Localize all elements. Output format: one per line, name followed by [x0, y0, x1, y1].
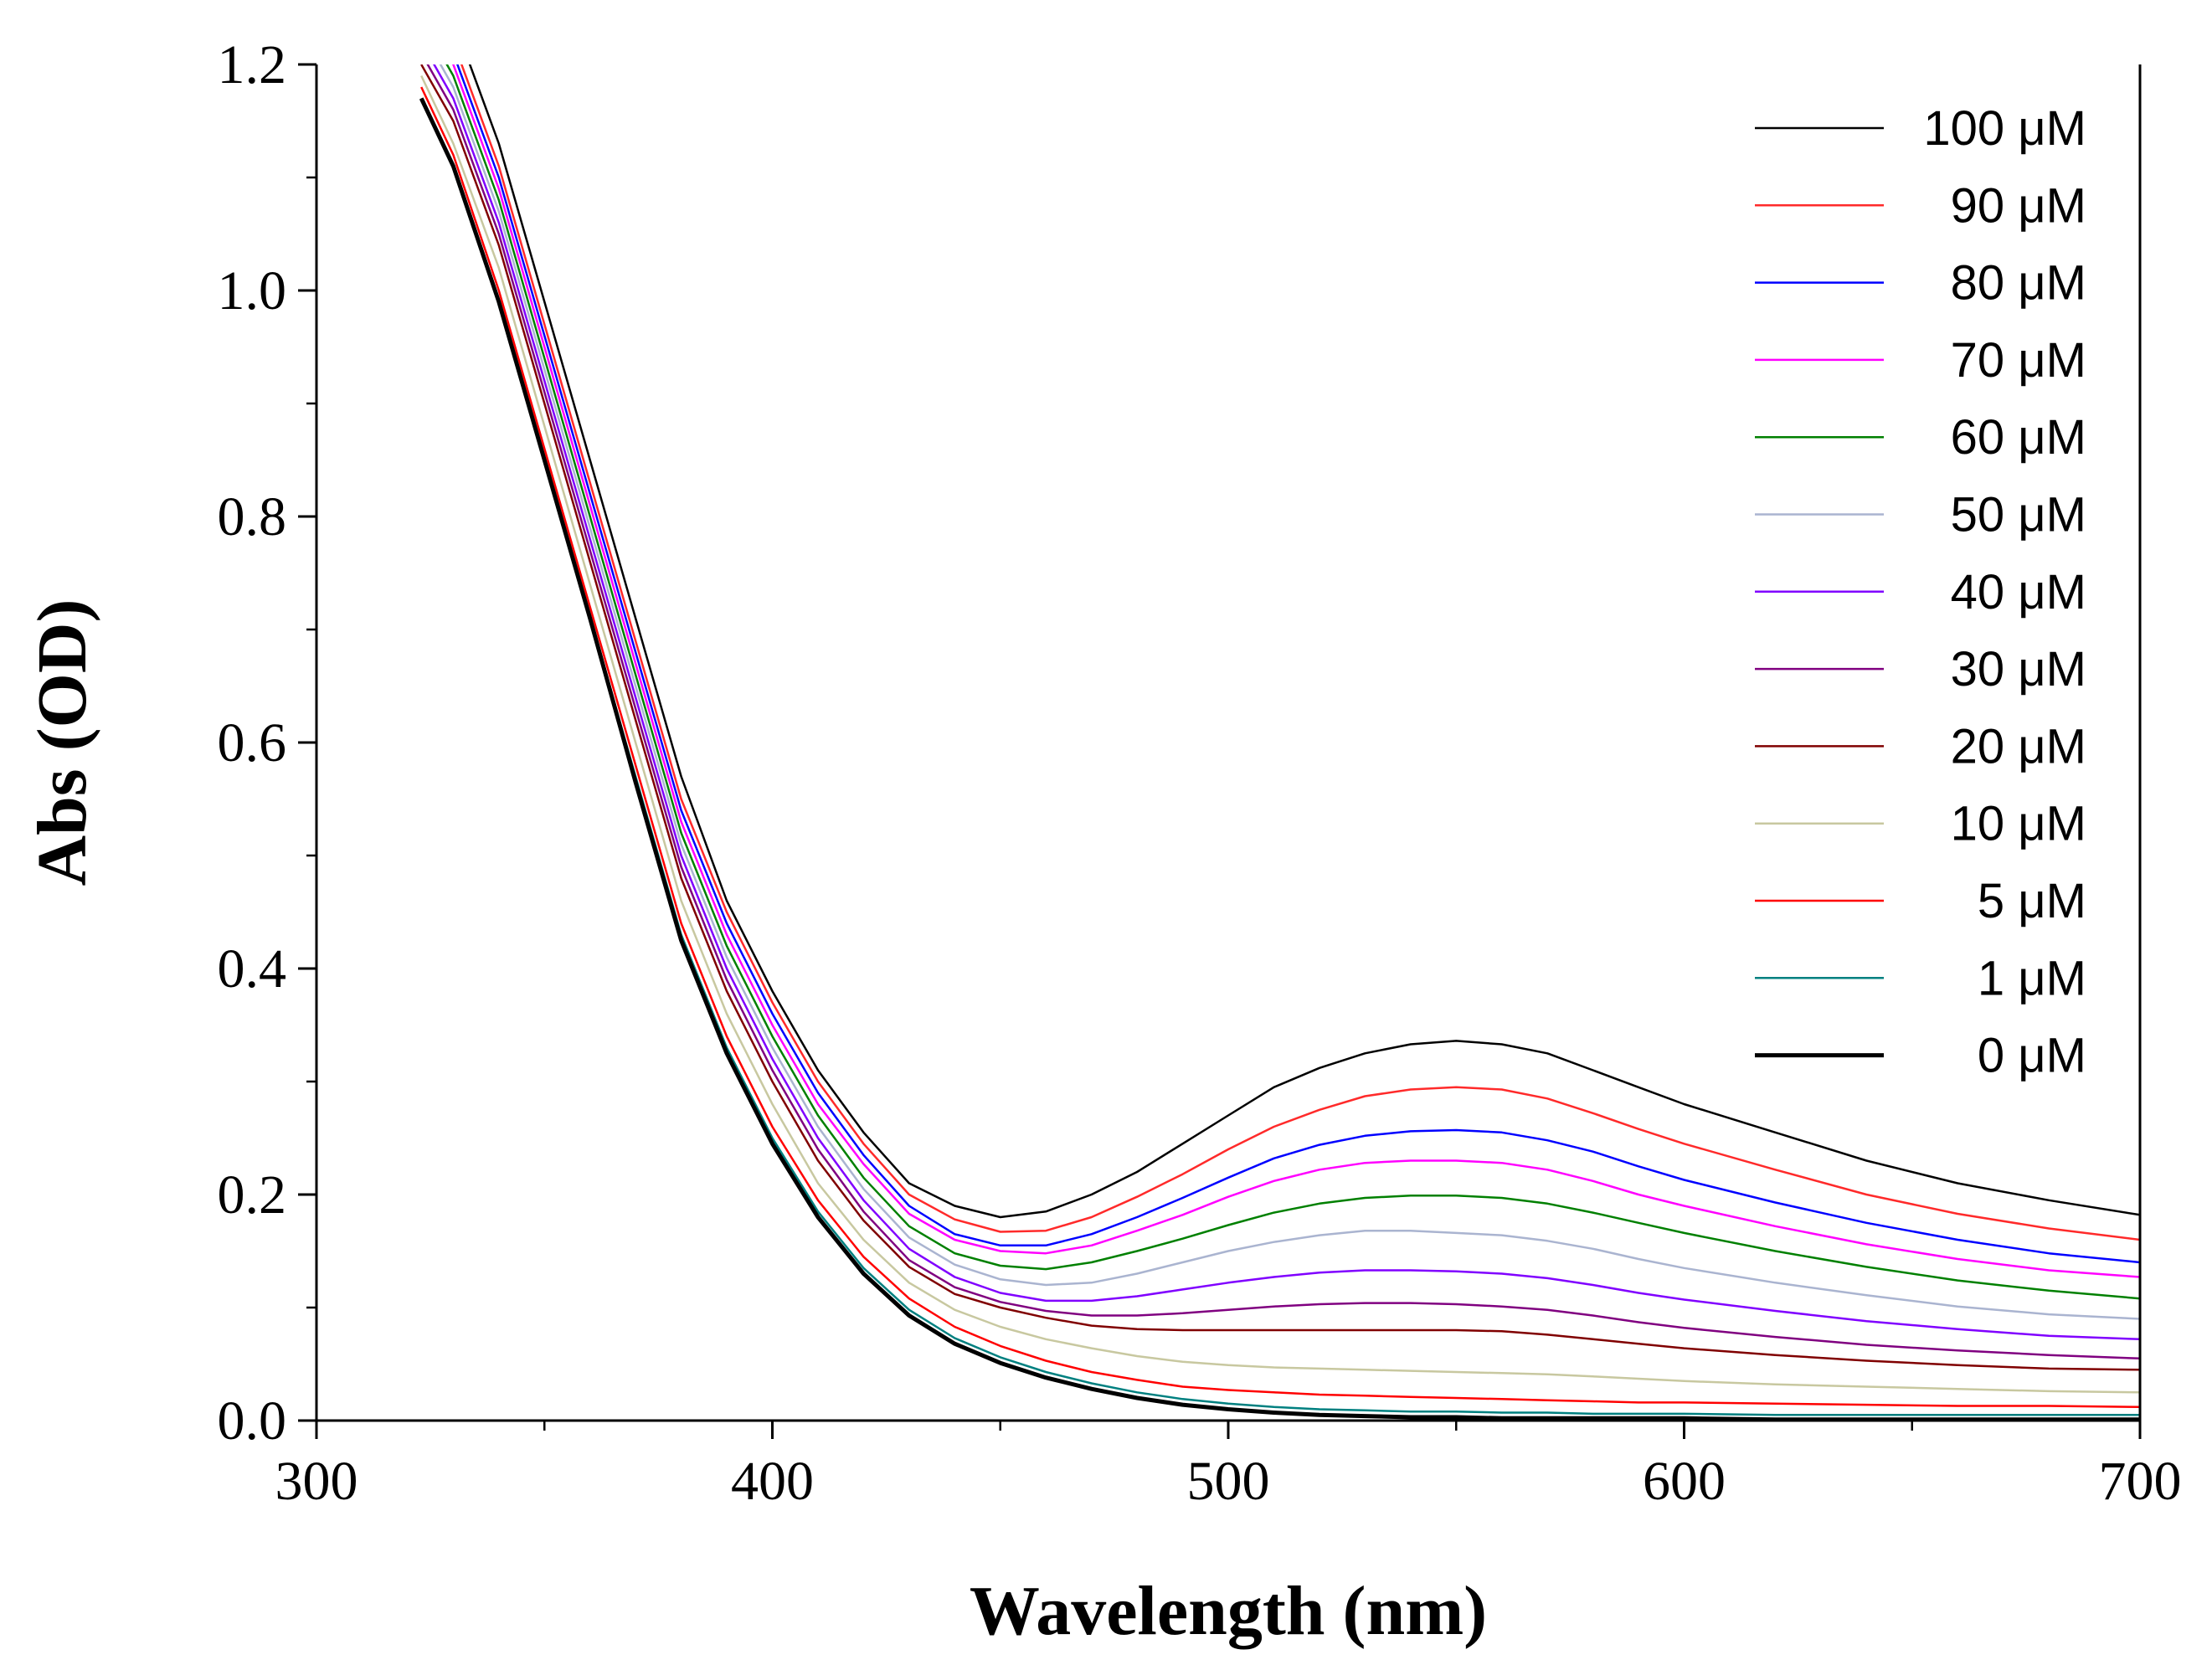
y-tick-label: 0.2: [218, 1164, 287, 1226]
series-line-90-m: [460, 64, 2140, 1241]
legend-label-0-m: 0 μM: [1978, 1029, 2086, 1083]
series-line-40-m: [433, 64, 2140, 1341]
series-line-0-m: [419, 97, 2140, 1421]
legend-label-1-m: 1 μM: [1978, 951, 2086, 1005]
x-axis-title: Wavelength (nm): [970, 1572, 1487, 1650]
series-line-50-m: [439, 64, 2140, 1320]
series-line-30-m: [426, 64, 2140, 1360]
x-tick-label: 500: [1187, 1451, 1270, 1512]
legend-label-90-m: 90 μM: [1951, 178, 2086, 233]
y-tick-label: 1.2: [218, 34, 287, 95]
legend-label-20-m: 20 μM: [1951, 719, 2086, 773]
y-tick-label: 0.8: [218, 486, 287, 547]
legend-label-70-m: 70 μM: [1951, 333, 2086, 388]
series-line-20-m: [420, 64, 2140, 1371]
legend-label-10-m: 10 μM: [1951, 797, 2086, 851]
y-axis-title: Abs (OD): [23, 599, 101, 886]
x-tick-label: 400: [731, 1451, 814, 1512]
plot-background: [316, 64, 2140, 1421]
x-tick-label: 700: [2099, 1451, 2182, 1512]
plot-area: [316, 64, 2140, 1421]
series-line-5-m: [420, 86, 2140, 1409]
y-tick-label: 1.0: [218, 260, 287, 321]
series-layer: [419, 64, 2140, 1421]
series-line-60-m: [445, 64, 2140, 1300]
series-line-80-m: [456, 64, 2140, 1264]
legend-label-100-m: 100 μM: [1923, 101, 2086, 156]
y-tick-label: 0.0: [218, 1390, 287, 1452]
series-line-100-m: [468, 64, 2140, 1219]
y-tick-label: 0.6: [218, 712, 287, 773]
series-line-10-m: [420, 75, 2140, 1394]
y-tick-label: 0.4: [218, 938, 287, 1000]
legend-label-50-m: 50 μM: [1951, 488, 2086, 542]
x-tick-label: 300: [275, 1451, 358, 1512]
legend: 100 μM 90 μM 80 μM 70 μM 60 μM 50 μM 40 μM 30 μ…: [1755, 101, 2086, 1083]
x-tick-label: 600: [1643, 1451, 1726, 1512]
legend-label-30-m: 30 μM: [1951, 642, 2086, 696]
legend-label-60-m: 60 μM: [1951, 410, 2086, 465]
series-line-70-m: [451, 64, 2140, 1278]
legend-label-5-m: 5 μM: [1978, 874, 2086, 928]
legend-label-40-m: 40 μM: [1951, 565, 2086, 619]
legend-label-80-m: 80 μM: [1951, 256, 2086, 311]
ticks-layer: 300 400 500 600 700 0.0 0.2 0.4 0.6 0.8 1.0 1.2: [218, 34, 2182, 1512]
